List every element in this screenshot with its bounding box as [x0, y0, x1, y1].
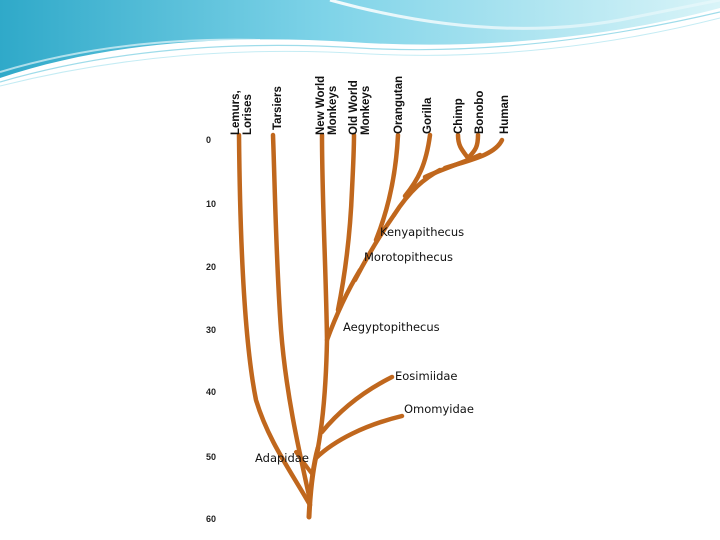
fossil-omomyidae: Omomyidae	[404, 402, 474, 416]
branch-hominoids	[352, 212, 397, 283]
time-tick-30: 30	[206, 325, 216, 335]
taxon-tarsiers: Tarsiers	[272, 86, 284, 130]
taxon-human: Human	[499, 95, 511, 134]
branch-orangutan	[373, 132, 401, 243]
fossil-kenyapithecus: Kenyapithecus	[380, 225, 464, 239]
phylogenetic-tree	[236, 132, 505, 520]
fossil-eosimiidae: Eosimiidae	[395, 369, 458, 383]
branch-omomyidae	[313, 413, 405, 461]
fossil-labels: Kenyapithecus Morotopithecus Aegyptopith…	[255, 225, 474, 465]
time-tick-60: 60	[206, 514, 216, 524]
time-tick-20: 20	[206, 262, 216, 272]
branch-chimp	[455, 132, 471, 161]
branch-gorilla	[402, 132, 433, 199]
time-tick-50: 50	[206, 452, 216, 462]
branch-adapidae	[294, 450, 315, 477]
fossil-aegyptopithecus: Aegyptopithecus	[343, 320, 440, 334]
time-tick-10: 10	[206, 199, 216, 209]
fossil-morotopithecus: Morotopithecus	[364, 250, 453, 264]
time-axis: 0 10 20 30 40 50 60	[206, 135, 216, 524]
branch-lemurs-lorises	[236, 132, 313, 508]
taxon-new-world-monkeys: New World Monkeys	[315, 73, 339, 135]
taxon-labels: Lemurs, Lorises Tarsiers New World Monke…	[230, 73, 511, 135]
branch-old-world-monkeys	[335, 132, 357, 313]
branch-human	[442, 137, 505, 171]
branch-new-world-monkeys	[313, 132, 330, 461]
time-tick-0: 0	[206, 135, 211, 145]
taxon-old-world-monkeys: Old World Monkeys	[348, 77, 372, 135]
taxon-gorilla: Gorilla	[422, 97, 434, 134]
taxon-bonobo: Bonobo	[474, 91, 486, 134]
fossil-adapidae: Adapidae	[255, 451, 309, 465]
taxon-orangutan: Orangutan	[393, 76, 405, 134]
branch-tarsiers	[270, 132, 313, 503]
time-tick-40: 40	[206, 387, 216, 397]
taxon-chimp: Chimp	[453, 98, 465, 134]
header-decoration	[0, 0, 720, 87]
branch-bonobo	[465, 132, 481, 161]
taxon-lemurs-lorises: Lemurs, Lorises	[230, 87, 254, 135]
branch-eosimiidae	[319, 374, 395, 435]
